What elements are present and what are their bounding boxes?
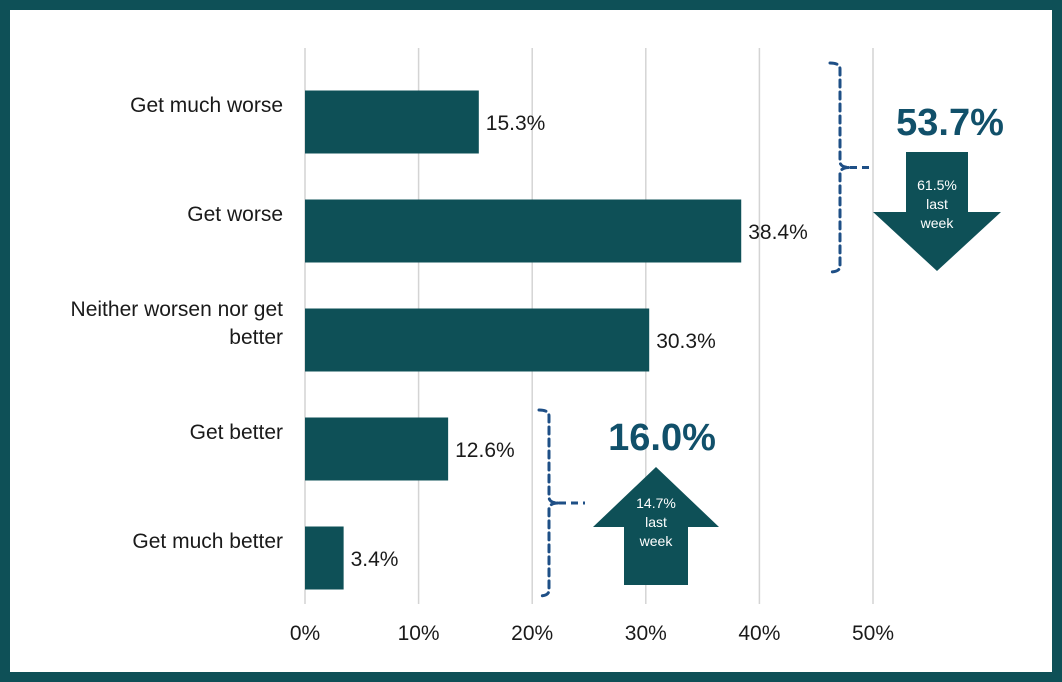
arrow-down-icon [873,152,1001,271]
value-label: 3.4% [351,548,399,571]
category-label: Get better [190,421,283,444]
bracket [828,61,851,274]
value-labels: 15.3% 38.4% 30.3% 12.6% 3.4% [351,112,808,571]
group-annotation: 16.0% 14.7% last week [537,408,719,598]
value-label: 38.4% [748,221,808,244]
bars [305,90,742,590]
group-total: 16.0% [608,417,716,459]
category-label: Get worse [187,203,283,226]
arrow-label: week [920,215,955,231]
category-label: better [229,326,283,349]
category-label: Get much worse [130,94,283,117]
bar [305,308,650,372]
annotations: 53.7% 61.5% last week 16.0% 14.7% last week [537,61,1004,598]
value-label: 15.3% [486,112,546,135]
bracket [537,408,560,598]
x-tick-label: 20% [511,622,553,645]
category-label: Get much better [132,530,283,553]
value-label: 12.6% [455,439,515,462]
x-tick-label: 30% [625,622,667,645]
bar [305,417,449,481]
bar [305,199,742,263]
x-axis-ticks: 0% 10% 20% 30% 40% 50% [290,622,894,645]
group-annotation: 53.7% 61.5% last week [828,61,1004,274]
category-labels: Get much worse Get worse Neither worsen no… [71,94,284,553]
group-total: 53.7% [896,102,1004,144]
arrow-label: 14.7% [636,495,676,511]
bar [305,90,479,154]
x-tick-label: 10% [398,622,440,645]
arrow-label: 61.5% [917,177,957,193]
x-tick-label: 40% [738,622,780,645]
arrow-label: last [645,514,667,530]
arrow-label: last [926,196,948,212]
x-tick-label: 50% [852,622,894,645]
bar [305,526,344,590]
arrow-up-icon [593,467,719,585]
category-label: Neither worsen nor get [71,298,284,321]
arrow-label: week [639,533,674,549]
x-tick-label: 0% [290,622,320,645]
value-label: 30.3% [656,330,716,353]
